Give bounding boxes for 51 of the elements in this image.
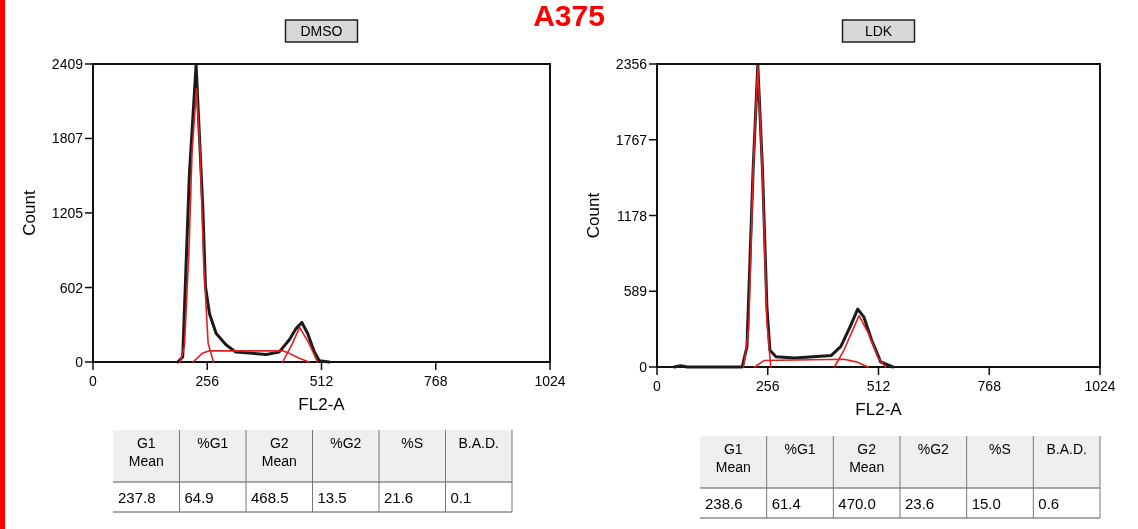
y-tick-label: 589 (623, 283, 648, 300)
text: 61.4 (771, 495, 801, 512)
x-tick-label: 0 (89, 373, 98, 389)
y-axis-title: Count (584, 192, 603, 239)
y-tick-label: 1178 (616, 207, 648, 224)
text: G1 Mean (128, 435, 164, 469)
x-tick-label: 256 (195, 373, 220, 389)
text: 13.5 (317, 489, 347, 506)
y-axis-title: Count (20, 190, 39, 236)
x-tick-label: 1024 (534, 373, 566, 389)
x-tick-label: 768 (977, 378, 1002, 394)
text: B.A.D. (1046, 441, 1087, 457)
text: %S (401, 435, 424, 451)
x-tick-label: 512 (309, 373, 334, 389)
text: 0.1 (450, 489, 472, 506)
text: G2 Mean (261, 435, 297, 469)
y-tick-label: 2356 (615, 56, 648, 72)
text: %G2 (917, 441, 950, 457)
x-tick-label: 256 (756, 378, 780, 394)
x-tick-label: 768 (424, 373, 448, 389)
text: %G1 (784, 441, 816, 457)
x-tick-label: 1024 (1084, 378, 1116, 394)
text: 470.0 (838, 495, 876, 512)
text: G2 Mean (849, 441, 885, 475)
text: 238.6 (705, 495, 743, 512)
text: 15.0 (971, 495, 1001, 512)
x-tick-label: 512 (866, 378, 891, 394)
y-tick-label: 1807 (51, 130, 84, 147)
y-tick-label: 1205 (51, 204, 84, 221)
y-tick-label: 2409 (51, 56, 84, 72)
text: 21.6 (384, 489, 414, 506)
text: %S (989, 441, 1011, 457)
text: G1 Mean (715, 441, 751, 475)
x-axis-title: FL2-A (855, 400, 903, 419)
text: 64.9 (184, 489, 214, 506)
text: 468.5 (251, 489, 289, 506)
y-tick-label: 0 (639, 359, 648, 375)
text: %G1 (197, 435, 229, 451)
text: 23.6 (905, 495, 935, 512)
x-tick-label: 0 (653, 378, 662, 394)
x-axis-title: FL2-A (298, 395, 346, 414)
text: B.A.D. (458, 435, 499, 451)
y-tick-label: 1767 (615, 131, 648, 148)
chart-title: DMSO (300, 23, 343, 39)
text: %G2 (330, 435, 362, 451)
y-tick-label: 602 (59, 279, 84, 296)
chart-title: LDK (864, 23, 893, 39)
text: 237.8 (118, 489, 156, 506)
y-tick-label: 0 (75, 354, 84, 370)
text: A375 (533, 0, 605, 32)
text: 0.6 (1038, 495, 1060, 512)
